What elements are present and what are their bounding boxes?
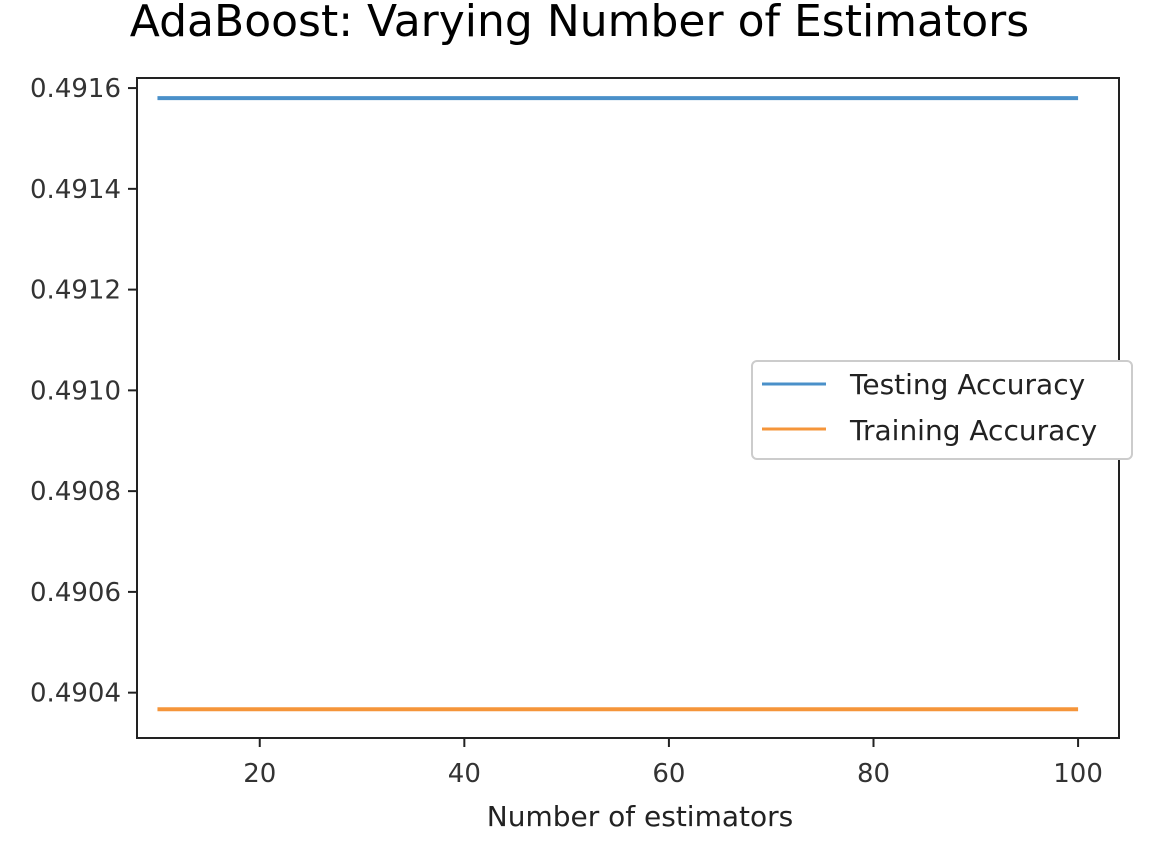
x-axis-label: Number of estimators xyxy=(487,800,793,833)
y-tick-label: 0.4906 xyxy=(30,578,121,608)
x-tick-label: 80 xyxy=(857,759,890,789)
y-tick-label: 0.4916 xyxy=(30,74,121,104)
y-tick-label: 0.4904 xyxy=(30,679,121,709)
y-tick-label: 0.4908 xyxy=(30,477,121,507)
x-tick-label: 60 xyxy=(652,759,685,789)
legend-label-training: Training Accuracy xyxy=(849,414,1097,447)
y-axis: 0.4904 0.4906 0.4908 0.4910 0.4912 0.4914 0.49… xyxy=(30,74,137,709)
legend: Testing Accuracy Training Accuracy xyxy=(751,360,1133,460)
y-tick-label: 0.4910 xyxy=(30,376,121,406)
page-title: AdaBoost: Varying Number of Estimators xyxy=(129,0,1030,47)
legend-label-testing: Testing Accuracy xyxy=(849,368,1085,401)
x-tick-label: 40 xyxy=(448,759,481,789)
legend-box xyxy=(751,360,1133,460)
y-tick-label: 0.4912 xyxy=(30,276,121,306)
x-axis: 20 40 60 80 100 xyxy=(243,738,1103,789)
x-tick-label: 100 xyxy=(1053,759,1103,789)
x-tick-label: 20 xyxy=(243,759,276,789)
y-tick-label: 0.4914 xyxy=(30,175,121,205)
series-layer xyxy=(157,96,1079,712)
